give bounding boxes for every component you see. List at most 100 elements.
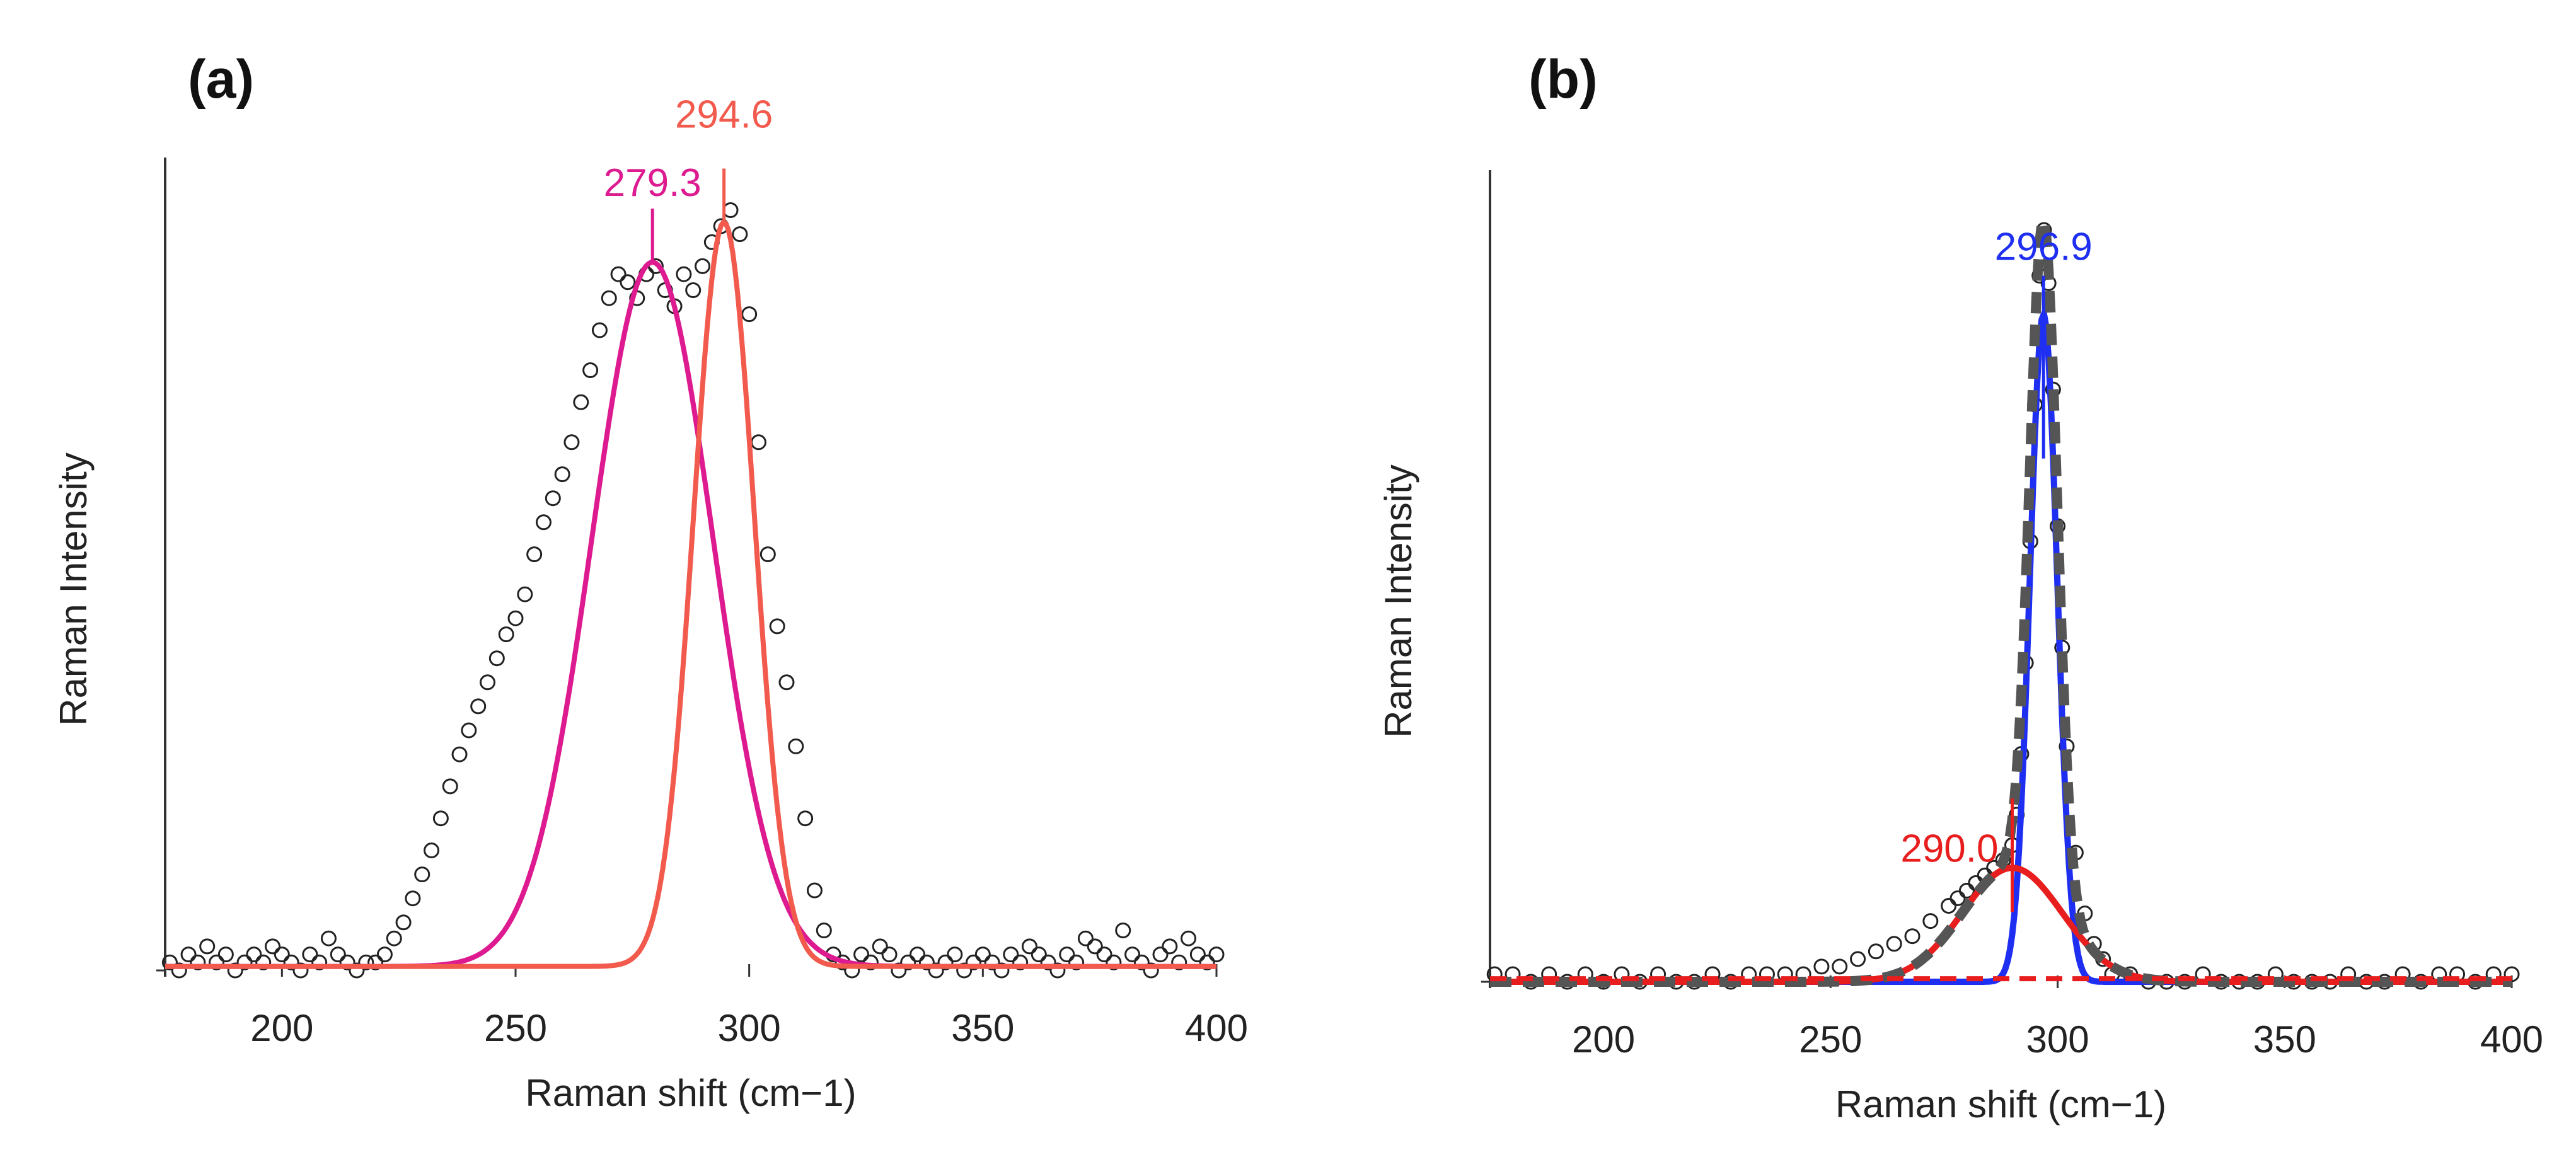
panel-b-data-points (1486, 222, 2520, 990)
data-point (816, 923, 832, 938)
data-point (1949, 890, 1966, 906)
panel-b-annotations: 296.9 290.0 (1900, 226, 2093, 912)
data-point (1077, 930, 1094, 946)
data-point (227, 962, 243, 979)
panel-a-fit-curves (165, 219, 1216, 969)
data-point (947, 946, 963, 963)
data-point (695, 258, 711, 274)
data-point (1922, 913, 1939, 929)
panel-b-y-axis-title: Raman Intensity (1377, 464, 1419, 738)
data-point (788, 738, 804, 754)
data-point (414, 866, 430, 883)
data-point (432, 810, 449, 827)
data-point (180, 946, 197, 963)
fit-curve-294 (165, 219, 1216, 969)
data-point (367, 954, 384, 970)
data-point (246, 946, 262, 963)
data-point (760, 546, 776, 563)
data-point (797, 810, 814, 827)
data-point (984, 954, 1000, 970)
data-point (685, 282, 702, 298)
x-tick-label: 300 (2026, 1018, 2089, 1061)
data-point (1133, 954, 1150, 970)
data-point (554, 466, 570, 483)
panel-a-x-axis-title: Raman shift (cm−1) (525, 1072, 856, 1114)
data-point (806, 882, 823, 899)
cumulative-fit-curve (1490, 208, 2512, 987)
data-point (255, 954, 272, 970)
data-point (161, 954, 178, 970)
x-tick-label: 400 (2480, 1018, 2543, 1061)
data-point (1021, 938, 1037, 955)
data-point (424, 843, 440, 858)
data-point (1181, 930, 1197, 946)
data-point (545, 490, 561, 507)
x-tick-label: 300 (718, 1007, 781, 1049)
data-point (741, 306, 758, 323)
data-point (470, 698, 487, 715)
data-point (1832, 958, 1848, 975)
data-point (526, 546, 543, 563)
data-point (498, 626, 514, 643)
data-point (311, 954, 328, 970)
data-point (217, 946, 234, 963)
fit-curve-296 (1490, 302, 2512, 985)
data-point (1012, 954, 1029, 970)
data-point (320, 930, 337, 946)
data-point (1868, 943, 1884, 960)
data-point (1124, 946, 1141, 963)
fit-curve-279 (165, 260, 1216, 969)
data-point (171, 962, 187, 979)
data-point (582, 362, 599, 378)
data-point (339, 954, 355, 970)
data-point (591, 322, 608, 338)
panel-a-data-points (161, 202, 1225, 979)
data-point (442, 778, 458, 795)
data-point (535, 514, 552, 531)
data-point (1031, 946, 1047, 963)
data-point (349, 962, 365, 979)
data-point (1003, 946, 1019, 963)
data-point (1115, 923, 1131, 938)
x-tick-label: 200 (1572, 1018, 1635, 1061)
data-point (563, 434, 580, 451)
data-point (610, 266, 627, 282)
panel-b-fit-curves (1490, 208, 2512, 987)
data-point (918, 954, 935, 970)
panel-b: (b) 200 250 300 350 400 296.9 290.0 Raman shi… (1377, 49, 2543, 1125)
data-point (1096, 946, 1112, 963)
data-point (1886, 936, 1902, 952)
data-point (928, 962, 944, 979)
data-point (993, 962, 1010, 979)
data-point (1850, 951, 1866, 967)
data-point (1049, 962, 1066, 979)
data-point (274, 946, 290, 963)
peak-label: 294.6 (675, 93, 773, 137)
data-point (395, 914, 412, 931)
data-point (722, 202, 739, 218)
data-point (1813, 958, 1830, 975)
data-point (872, 938, 888, 955)
data-point (891, 962, 907, 979)
data-point (265, 938, 281, 955)
data-point (1068, 954, 1085, 970)
data-point (199, 938, 216, 955)
data-point (1143, 962, 1159, 979)
data-point (1958, 882, 1975, 899)
panel-b-tick-labels: 200 250 300 350 400 (1572, 1018, 2543, 1061)
data-point (1171, 954, 1187, 970)
data-point (517, 586, 533, 602)
data-point (386, 930, 402, 946)
data-point (1040, 954, 1056, 970)
x-tick-label: 350 (951, 1007, 1014, 1049)
panel-a-tick-labels: 200 250 300 350 400 (250, 1007, 1248, 1049)
data-point (1199, 954, 1215, 970)
data-point (1152, 946, 1169, 963)
data-point (881, 946, 898, 963)
panel-b-x-axis-title: Raman shift (cm−1) (1835, 1083, 2166, 1125)
panel-a-y-axis-title: Raman Intensity (52, 452, 95, 726)
data-point (853, 946, 870, 963)
data-point (937, 954, 954, 970)
panel-a-label: (a) (188, 49, 254, 110)
data-point (190, 954, 206, 970)
